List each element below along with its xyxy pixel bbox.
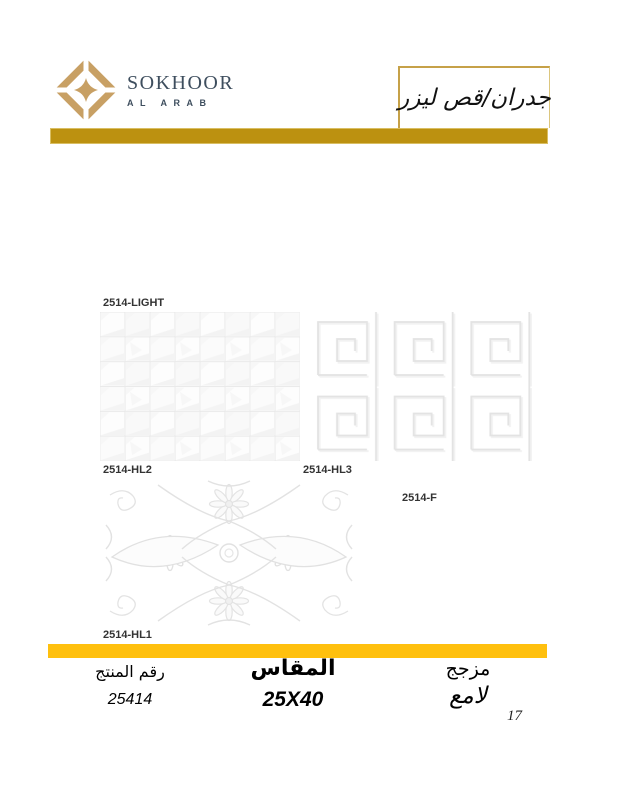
tile-image-mosaic [100, 312, 300, 461]
brand-text-block: SOKHOOR AL ARAB [127, 72, 234, 108]
bottom-gold-divider [48, 644, 547, 658]
product-code-hl2: 2514-HL2 [103, 464, 152, 476]
tile-image-fret [310, 312, 540, 461]
product-code-hl3: 2514-HL3 [303, 464, 352, 476]
product-code-hl1: 2514-HL1 [103, 629, 152, 641]
category-title: جدران/قص ليزر [398, 85, 551, 111]
brand-logo: SOKHOOR AL ARAB [54, 58, 234, 122]
sokhoor-logo-icon [54, 58, 118, 122]
tile-image-floral [100, 477, 358, 628]
brand-name: SOKHOOR [127, 72, 235, 94]
spec-product-number-value: 25414 [107, 691, 153, 708]
brand-subname: AL ARAB [127, 98, 213, 108]
spec-size-header: المقاس [250, 656, 336, 681]
spec-size: المقاس 25X40 [233, 656, 353, 712]
spec-glaze-header: مزجج [445, 658, 491, 680]
spec-size-value: 25X40 [262, 688, 324, 711]
spec-glaze: مزجج لامع [408, 658, 528, 709]
product-code-light: 2514-LIGHT [103, 297, 165, 309]
page-number: 17 [507, 708, 522, 724]
product-code-f: 2514-F [402, 492, 437, 504]
spec-glaze-value: لامع [449, 683, 487, 709]
spec-product-number-header: رقم المنتج [95, 662, 165, 681]
category-title-box: جدران/قص ليزر [398, 66, 551, 128]
spec-product-number: رقم المنتج 25414 [70, 662, 190, 709]
top-gold-divider [50, 128, 548, 144]
